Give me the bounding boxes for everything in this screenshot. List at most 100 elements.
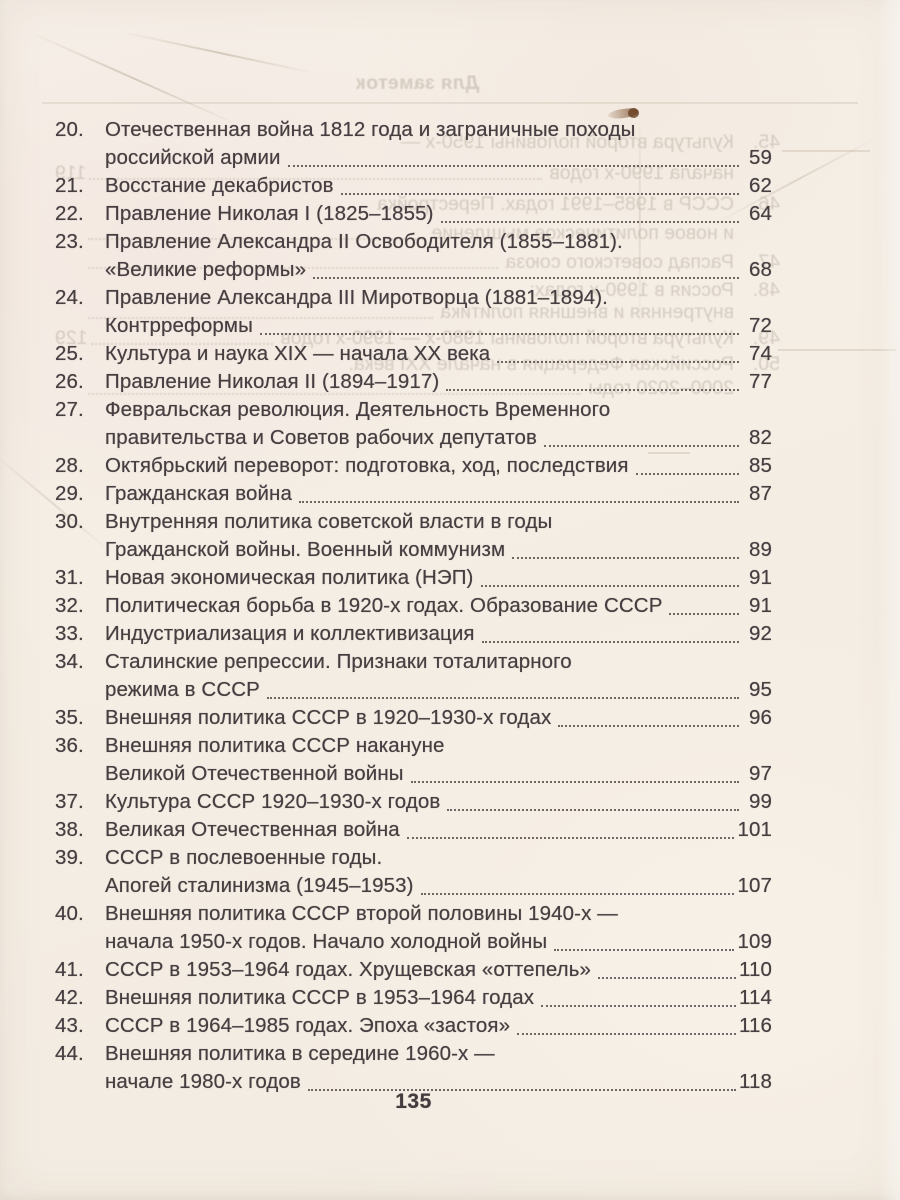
dot-leader <box>259 332 739 335</box>
toc-entry-page: 92 <box>748 622 772 645</box>
toc-entry-body: Политическая борьба в 1920-х годах. Обра… <box>105 592 772 620</box>
toc-entry-page: 95 <box>748 678 772 701</box>
toc-entry-number: 38. <box>55 818 84 841</box>
toc-entry-body: СССР в послевоенные годы. Апогей сталиниз… <box>105 844 772 900</box>
toc-entry-body: Февральская революция. Деятельность Врем… <box>105 396 772 452</box>
toc-entry-number: 25. <box>55 342 84 365</box>
toc-entry-line: Внешняя политика в середине 1960-х — <box>105 1042 495 1065</box>
dot-leader <box>447 808 739 811</box>
toc-entry-line: начала 1950-х годов. Начало холодной вой… <box>105 930 548 953</box>
toc-entry-number: 32. <box>55 594 84 617</box>
toc-entry-page: 64 <box>748 202 772 225</box>
toc-entry-page: 99 <box>748 790 772 813</box>
toc-entry-page: 109 <box>737 930 772 953</box>
toc-entry-number: 35. <box>55 706 84 729</box>
toc-entry-body: Внешняя политика в середине 1960-х — нача… <box>105 1040 772 1096</box>
toc-entry-number: 37. <box>55 790 84 813</box>
toc-entry-line: режима в СССР <box>105 678 260 701</box>
dot-leader <box>512 556 739 559</box>
toc-entry-body: Великая Отечественная война 101 <box>105 816 772 844</box>
toc-entry: 25. Культура и наука XIX — начала XX век… <box>55 340 772 368</box>
toc-entry-line: Культура СССР 1920–1930-х годов <box>105 790 441 813</box>
toc-entry-body: Индустриализация и коллективизация 92 <box>105 620 772 648</box>
toc-entry-line: Внешняя политика СССР в 1953–1964 годах <box>105 986 535 1009</box>
dot-leader <box>635 472 739 475</box>
toc-entry-line: «Великие реформы» <box>105 258 307 281</box>
table-of-contents: 20. Отечественная война 1812 года и загр… <box>55 116 772 1096</box>
toc-entry-number: 36. <box>55 734 84 757</box>
toc-entry-body: Правление Александра III Миротворца (188… <box>105 284 772 340</box>
toc-entry-number: 30. <box>55 510 84 533</box>
dot-leader <box>558 724 739 727</box>
bleedthrough-header: Для заметок <box>355 72 480 94</box>
toc-entry-page: 68 <box>748 258 772 281</box>
dot-leader <box>554 948 735 951</box>
dot-leader <box>410 780 739 783</box>
toc-entry-number: 42. <box>55 986 84 1009</box>
toc-entry-line: Правление Александра III Миротворца (188… <box>105 286 608 309</box>
toc-entry-page: 72 <box>748 314 772 337</box>
toc-entry-line: Гражданская война <box>105 482 292 505</box>
dot-leader <box>266 696 739 699</box>
toc-entry: 42. Внешняя политика СССР в 1953–1964 го… <box>55 984 772 1012</box>
dot-leader <box>420 892 735 895</box>
dot-leader <box>307 1088 737 1091</box>
toc-entry-number: 27. <box>55 398 84 421</box>
toc-entry-line: Индустриализация и коллективизация <box>105 622 475 645</box>
dot-leader <box>287 164 739 167</box>
dot-leader <box>497 360 739 363</box>
toc-entry: 44. Внешняя политика в середине 1960-х —… <box>55 1040 772 1096</box>
toc-entry: 28. Октябрьский переворот: подготовка, х… <box>55 452 772 480</box>
toc-entry-line: Новая экономическая политика (НЭП) <box>105 566 474 589</box>
toc-entry: 39. СССР в послевоенные годы. Апогей стал… <box>55 844 772 900</box>
toc-entry-page: 74 <box>748 342 772 365</box>
toc-entry-page: 82 <box>748 426 772 449</box>
toc-entry-line: Культура и наука XIX — начала XX века <box>105 342 491 365</box>
toc-entry-line: российской армии <box>105 146 281 169</box>
toc-entry-number: 29. <box>55 482 84 505</box>
toc-entry-page: 116 <box>739 1014 772 1037</box>
toc-entry-body: Восстание декабристов 62 <box>105 172 772 200</box>
toc-entry: 36. Внешняя политика СССР накануне Велико… <box>55 732 772 788</box>
toc-entry-page: 96 <box>748 706 772 729</box>
dot-leader <box>480 584 739 587</box>
toc-entry-page: 91 <box>748 566 772 589</box>
toc-entry-number: 22. <box>55 202 84 225</box>
toc-entry: 33. Индустриализация и коллективизация 92 <box>55 620 772 648</box>
dot-leader <box>313 276 739 279</box>
toc-entry-page: 89 <box>748 538 772 561</box>
page-edge-highlight <box>878 0 900 1200</box>
toc-entry-line: Внешняя политика СССР в 1920–1930-х года… <box>105 706 552 729</box>
toc-entry-line: Отечественная война 1812 года и загранич… <box>105 118 636 141</box>
toc-entry-line: Великая Отечественная война <box>105 818 400 841</box>
toc-entry-line: Внешняя политика СССР второй половины 19… <box>105 902 618 925</box>
toc-entry: 32. Политическая борьба в 1920-х годах. … <box>55 592 772 620</box>
toc-entry: 43. СССР в 1964–1985 годах. Эпоха «засто… <box>55 1012 772 1040</box>
toc-entry-body: Внешняя политика СССР в 1920–1930-х года… <box>105 704 772 732</box>
bleedthrough-rule-line <box>42 102 858 104</box>
toc-entry-body: Внешняя политика СССР второй половины 19… <box>105 900 772 956</box>
toc-entry-line: правительства и Советов рабочих депутато… <box>105 426 537 449</box>
toc-entry-number: 26. <box>55 370 84 393</box>
toc-entry-line: Восстание декабристов <box>105 174 334 197</box>
dot-leader <box>446 388 739 391</box>
toc-entry: 23. Правление Александра II Освободителя… <box>55 228 772 284</box>
toc-entry-line: Февральская революция. Деятельность Врем… <box>105 398 611 421</box>
bleedthrough-line-segment <box>778 349 896 351</box>
dot-leader <box>298 500 739 503</box>
toc-entry-line: СССР в 1964–1985 годах. Эпоха «застоя» <box>105 1014 511 1037</box>
toc-entry-line: Гражданской войны. Военный коммунизм <box>105 538 506 561</box>
toc-entry-page: 91 <box>748 594 772 617</box>
toc-entry-line: СССР в послевоенные годы. <box>105 846 383 869</box>
toc-entry-body: Гражданская война 87 <box>105 480 772 508</box>
dot-leader <box>340 192 739 195</box>
toc-entry: 40. Внешняя политика СССР второй половин… <box>55 900 772 956</box>
toc-entry-number: 40. <box>55 902 84 925</box>
toc-entry: 22. Правление Николая I (1825–1855) 64 <box>55 200 772 228</box>
toc-entry-page: 87 <box>748 482 772 505</box>
toc-entry-body: Сталинские репрессии. Признаки тоталитар… <box>105 648 772 704</box>
toc-entry-body: Отечественная война 1812 года и загранич… <box>105 116 772 172</box>
toc-entry: 35. Внешняя политика СССР в 1920–1930-х … <box>55 704 772 732</box>
toc-entry-line: Октябрьский переворот: подготовка, ход, … <box>105 454 629 477</box>
toc-entry-line: Внутренняя политика советской власти в г… <box>105 510 553 533</box>
